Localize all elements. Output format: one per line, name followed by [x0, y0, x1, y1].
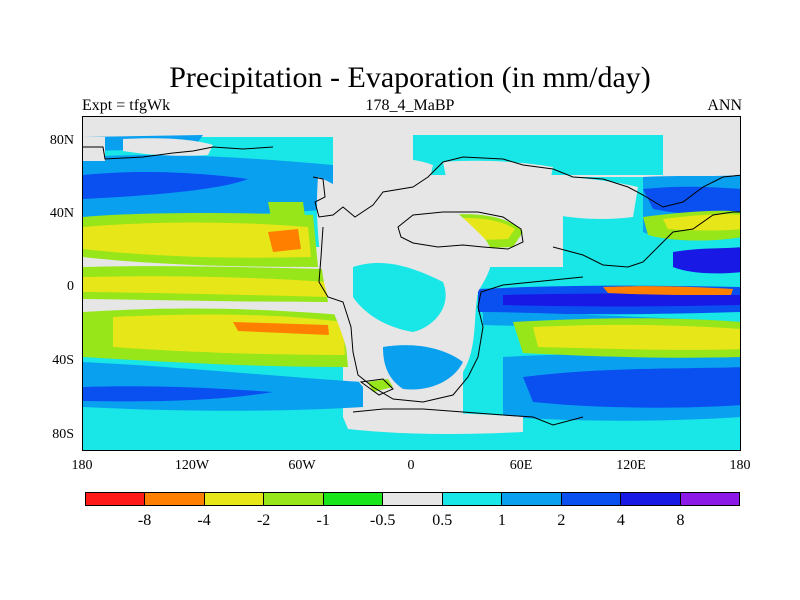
- colorbar-label: -8: [137, 512, 152, 529]
- coastline: [397, 211, 524, 250]
- colorbar-label: 0.5: [432, 512, 453, 529]
- colorbar-label: 4: [616, 512, 625, 529]
- colorbar-box: [442, 493, 503, 505]
- plot-title: Precipitation - Evaporation (in mm/day): [169, 61, 651, 94]
- field-region: [603, 286, 733, 295]
- lat-label-40s: 40S: [52, 353, 74, 368]
- colorbar-box: [204, 493, 265, 505]
- colorbar-label: -4: [197, 512, 211, 529]
- lon-label-180e: 180: [729, 458, 751, 473]
- colorbar-box: [145, 493, 205, 505]
- field-region: [523, 176, 638, 219]
- field-region: [83, 276, 328, 297]
- colorbar-box: [86, 493, 146, 505]
- coastline: [83, 146, 274, 160]
- colorbar-box: [323, 493, 384, 505]
- field-region: [523, 367, 740, 408]
- colorbar-box: [561, 493, 622, 505]
- field-region: [83, 172, 248, 199]
- field-region: [113, 314, 345, 355]
- lon-label-120e: 120E: [616, 458, 646, 473]
- lon-label-60e: 60E: [509, 458, 533, 473]
- lon-label-120w: 120W: [174, 458, 210, 473]
- season-label: ANN: [707, 97, 742, 114]
- colorbar-label: 1: [497, 512, 506, 529]
- field-region: [333, 156, 433, 190]
- coastline: [359, 378, 394, 396]
- lon-label-0: 0: [407, 458, 415, 473]
- field-region: [643, 186, 740, 215]
- field-region: [343, 413, 523, 434]
- colorbar-label: -0.5: [370, 512, 396, 529]
- lat-label-80n: 80N: [49, 133, 74, 148]
- field-region: [233, 322, 329, 335]
- field-region: [353, 262, 446, 332]
- colorbar-label: 2: [557, 512, 566, 529]
- coastline: [312, 156, 740, 218]
- colorbar: [85, 492, 740, 506]
- lon-label-180w: 180: [71, 458, 93, 473]
- colorbar-box: [621, 493, 681, 505]
- field-region: [533, 324, 740, 350]
- colorbar-box: [680, 493, 739, 505]
- lat-label-equator: 0: [67, 279, 74, 294]
- lat-label-40n: 40N: [49, 206, 74, 221]
- lat-label-80s: 80S: [52, 427, 74, 442]
- field-region: [83, 386, 273, 402]
- field-region: [503, 293, 740, 307]
- colorbar-label: -2: [256, 512, 271, 529]
- coastline: [352, 408, 584, 426]
- experiment-label: Expt = tfgWk: [82, 97, 171, 114]
- field-region: [673, 247, 740, 274]
- map-panel: [82, 116, 741, 451]
- field-region: [443, 160, 553, 195]
- precip-evap-map: [83, 117, 740, 450]
- field-region: [83, 137, 105, 161]
- colorbar-label: -1: [316, 512, 330, 529]
- lon-label-60w: 60W: [288, 458, 316, 473]
- field-region: [268, 229, 301, 252]
- colorbar-box: [264, 493, 324, 505]
- field-region: [663, 214, 740, 231]
- colorbar-box: [502, 493, 562, 505]
- coastline: [318, 226, 584, 403]
- colorbar-box: [383, 493, 443, 505]
- age-label: 178_4_MaBP: [365, 97, 455, 114]
- coastline: [552, 211, 740, 268]
- colorbar-label: 8: [676, 512, 685, 529]
- field-region: [383, 345, 463, 390]
- field-region: [268, 202, 305, 217]
- field-region: [83, 222, 311, 258]
